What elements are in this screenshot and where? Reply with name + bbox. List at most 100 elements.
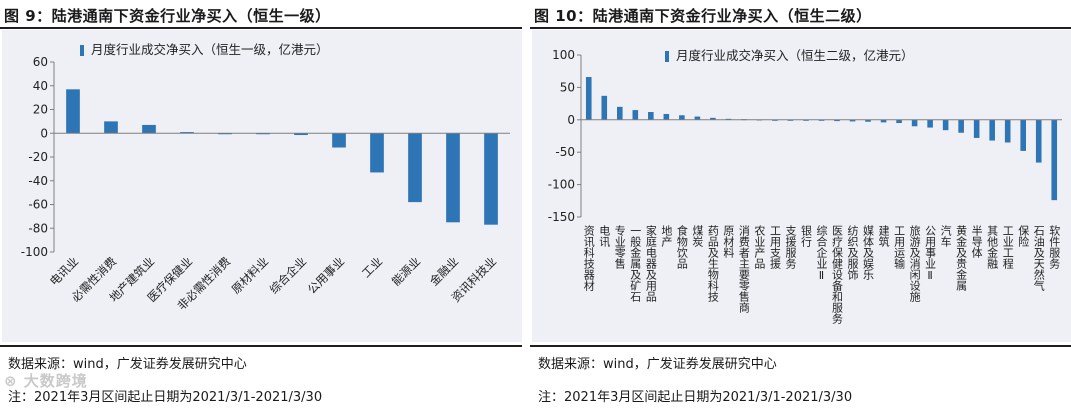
x-tick-label: 综合企业Ⅱ — [815, 224, 828, 282]
note-text: 注：2021年3月区间起止日期为2021/3/1-2021/3/30 — [8, 390, 323, 405]
legend-label: 月度行业成交净买入（恒生二级，亿港元） — [676, 48, 914, 63]
x-tick-label: 原材料业 — [229, 254, 271, 296]
x-tick-label: 保险 — [1017, 224, 1030, 248]
bar — [896, 119, 902, 124]
x-tick-label: 工用支援 — [768, 225, 781, 270]
bottom-rule — [0, 345, 522, 347]
x-tick-label: 原材料 — [722, 225, 735, 259]
x-tick-label: 能源业 — [389, 254, 423, 288]
bar — [585, 77, 592, 120]
bar — [632, 110, 639, 120]
bar — [142, 124, 156, 134]
bar — [370, 133, 384, 173]
plot-area: -150 -100 -50 0 50 100 月度行业成交净买入（恒生二级，亿港元） 资讯科技… — [532, 30, 1071, 342]
x-tick-label: 工用运输 — [893, 225, 906, 270]
bar — [911, 119, 918, 127]
y-tick-label: 0 — [567, 113, 575, 127]
source-text: 数据来源：wind，广发证券发展研究中心 — [538, 357, 777, 372]
chart-title: 图 10：陆港通南下资金行业净买入（恒生二级） — [534, 7, 872, 25]
legend-swatch — [80, 45, 84, 56]
x-tick-label: 专业零售 — [613, 224, 626, 270]
bar — [601, 95, 608, 120]
title-rule — [0, 27, 522, 29]
legend-swatch — [665, 51, 669, 62]
y-tick-label: 20 — [33, 103, 48, 117]
bar — [942, 119, 949, 131]
bar — [679, 115, 685, 120]
bar — [880, 119, 887, 123]
y-tick-label: 100 — [552, 48, 575, 62]
x-tick-label: 消费者主要零售商 — [737, 224, 750, 314]
x-tick-label: 综合企业 — [267, 254, 309, 296]
plot-area: -100 -80 -60 -40 -20 0 20 40 60 月度行业成交净买入（恒生一级，亿港… — [2, 30, 522, 342]
x-tick-label: 公用事业 — [305, 254, 347, 296]
x-tick-label: 建筑 — [877, 224, 890, 247]
x-tick-label: 电讯业 — [47, 254, 81, 288]
x-tick-label: 工业工程 — [1001, 225, 1014, 270]
y-tick-label: -40 — [28, 174, 48, 188]
x-tick-label: 农业产品 — [753, 224, 766, 269]
x-tick-label: 资讯科技器材 — [582, 225, 595, 291]
y-tick-label: 40 — [33, 79, 48, 93]
x-tick-label: 一般金属及矿石 — [629, 225, 642, 302]
x-tick-label: 软件服务 — [1048, 224, 1061, 269]
bar — [865, 119, 871, 122]
x-tick-label: 医疗保健设备和服务 — [831, 225, 844, 324]
x-tick-label: 支援服务 — [784, 225, 797, 269]
chart-title: 图 9：陆港通南下资金行业净买入（恒生一级） — [4, 7, 331, 25]
bar — [104, 121, 118, 134]
y-tick-label: -150 — [548, 210, 575, 224]
bar — [332, 133, 346, 148]
x-tick-label: 药品及生物科技 — [706, 225, 719, 303]
x-tick-label: 煤炭 — [691, 225, 704, 248]
bar — [849, 119, 856, 122]
bar — [927, 119, 933, 128]
x-tick-label: 家庭电器及用品 — [644, 224, 657, 302]
y-tick-label: 0 — [40, 126, 48, 140]
bar — [958, 119, 964, 133]
bar — [834, 119, 840, 122]
watermark-logo: ⊗ 大数跨境 — [4, 372, 88, 390]
bar — [484, 133, 498, 225]
x-tick-label: 工业 — [359, 254, 385, 280]
y-tick-label: -100 — [548, 178, 575, 192]
x-tick-label: 食物饮品 — [675, 224, 688, 269]
x-tick-label: 地产 — [660, 225, 673, 248]
bar-chart-industry-level2: -150 -100 -50 0 50 100 月度行业成交净买入（恒生二级，亿港元） 资讯科技… — [548, 48, 1062, 324]
source-text: 数据来源：wind，广发证券发展研究中心 — [8, 357, 247, 372]
x-tick-label: 金融业 — [427, 254, 461, 288]
x-tick-label: 石油及天然气 — [1032, 225, 1045, 291]
y-tick-label: -50 — [555, 145, 575, 159]
x-tick-label: 媒体及娱乐 — [862, 225, 875, 280]
bar — [446, 133, 460, 223]
y-tick-label: 60 — [33, 55, 48, 69]
legend-label: 月度行业成交净买入（恒生一级，亿港元） — [91, 42, 329, 57]
chart-panel-left: 图 9：陆港通南下资金行业净买入（恒生一级） -100 -80 -60 -40 -20 0… — [0, 0, 522, 410]
bar — [66, 89, 80, 134]
x-tick-label: 半导体 — [970, 224, 983, 258]
bar — [1004, 119, 1011, 143]
bar — [1051, 119, 1058, 201]
bar — [294, 133, 308, 136]
bar — [408, 133, 422, 203]
bar — [973, 119, 980, 138]
x-tick-label: 其他金融 — [986, 225, 999, 270]
note-text: 注：2021年3月区间起止日期为2021/3/1-2021/3/30 — [538, 390, 853, 405]
x-tick-label: 电讯 — [598, 225, 611, 248]
x-tick-label: 公用事业Ⅱ — [924, 225, 937, 282]
x-tick-label: 纺织及服饰 — [846, 224, 859, 280]
y-tick-label: -80 — [28, 221, 48, 235]
bar — [1035, 119, 1042, 163]
title-rule — [530, 27, 1071, 29]
x-tick-label: 黄金及贵金属 — [955, 224, 968, 292]
bar-chart-industry-level1: -100 -80 -60 -40 -20 0 20 40 60 月度行业成交净买入（恒生一级，亿港… — [21, 42, 510, 313]
x-tick-label: 汽车 — [939, 224, 952, 248]
x-tick-label: 银行 — [799, 224, 812, 248]
y-tick-label: -20 — [28, 150, 48, 164]
bar — [694, 116, 701, 120]
bar — [648, 112, 654, 120]
y-tick-label: -60 — [28, 198, 48, 212]
x-tick-label: 旅游及消闲设施 — [908, 224, 921, 303]
bottom-rule — [530, 345, 1071, 347]
bar — [710, 117, 716, 120]
